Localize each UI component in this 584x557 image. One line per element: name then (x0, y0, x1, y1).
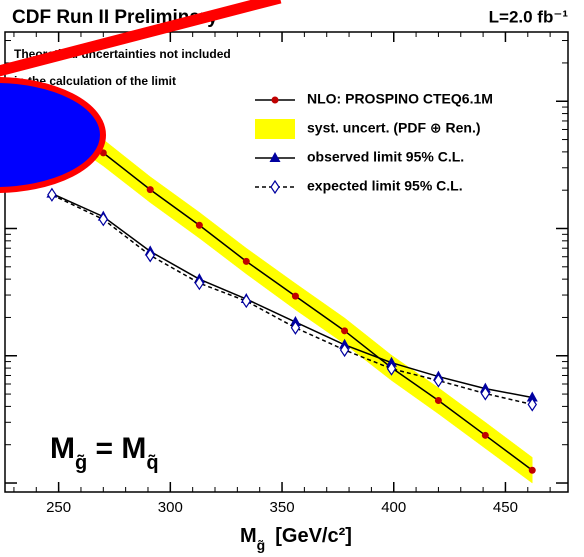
marker (242, 257, 250, 265)
marker (270, 179, 280, 195)
marker (339, 342, 350, 358)
x-tick-label: 400 (381, 499, 406, 516)
marker (341, 327, 349, 335)
x-tick-label: 450 (493, 499, 518, 516)
x-tick-label: 250 (46, 499, 71, 516)
overlay-stroke (0, 0, 282, 77)
marker (291, 292, 299, 300)
marker (269, 152, 281, 162)
marker (145, 248, 155, 263)
x-tick-label: 350 (270, 499, 295, 516)
marker (241, 293, 252, 309)
legend-label: NLO: PROSPINO CTEQ6.1M (307, 91, 493, 107)
annotation-part: q̃ (146, 452, 158, 474)
legend-swatch (255, 119, 295, 139)
marker (481, 431, 489, 439)
legend: NLO: PROSPINO CTEQ6.1M syst. uncert. (PDF… (255, 91, 493, 195)
x-label-part: M (240, 525, 257, 547)
note: in the calculation of the limit (14, 74, 176, 88)
marker (433, 373, 444, 388)
marker (271, 96, 279, 104)
overlay-ellipse (0, 77, 106, 193)
marker (194, 276, 205, 291)
annotation-part: = M (87, 432, 146, 465)
marker (528, 466, 536, 474)
marker (47, 187, 57, 202)
annotation: Mg̃ = Mq̃ (50, 432, 159, 474)
marker (480, 386, 491, 401)
marker (98, 212, 109, 227)
marker (526, 391, 538, 402)
marker (527, 397, 537, 412)
x-tick-label: 300 (158, 499, 183, 516)
annotation-part: M (50, 432, 75, 465)
luminosity: L=2.0 fb⁻¹ (489, 7, 569, 26)
annotation-part: g̃ (75, 452, 87, 474)
marker (386, 361, 397, 376)
x-label-part: g̃ (257, 537, 266, 553)
x-label-part: [GeV/c²] (275, 525, 352, 547)
legend-label: expected limit 95% C.L. (307, 178, 463, 194)
marker (290, 320, 301, 335)
legend-label: syst. uncert. (PDF ⊕ Ren.) (307, 120, 481, 136)
legend-label: observed limit 95% C.L. (307, 149, 464, 165)
marker (434, 397, 442, 405)
marker (146, 186, 154, 194)
plot-area: 250 300 350 400 450 (4, 31, 569, 516)
plot-frame (4, 31, 569, 493)
marker (195, 221, 203, 229)
x-axis-label: Mg̃ [GeV/c²] (240, 525, 352, 552)
